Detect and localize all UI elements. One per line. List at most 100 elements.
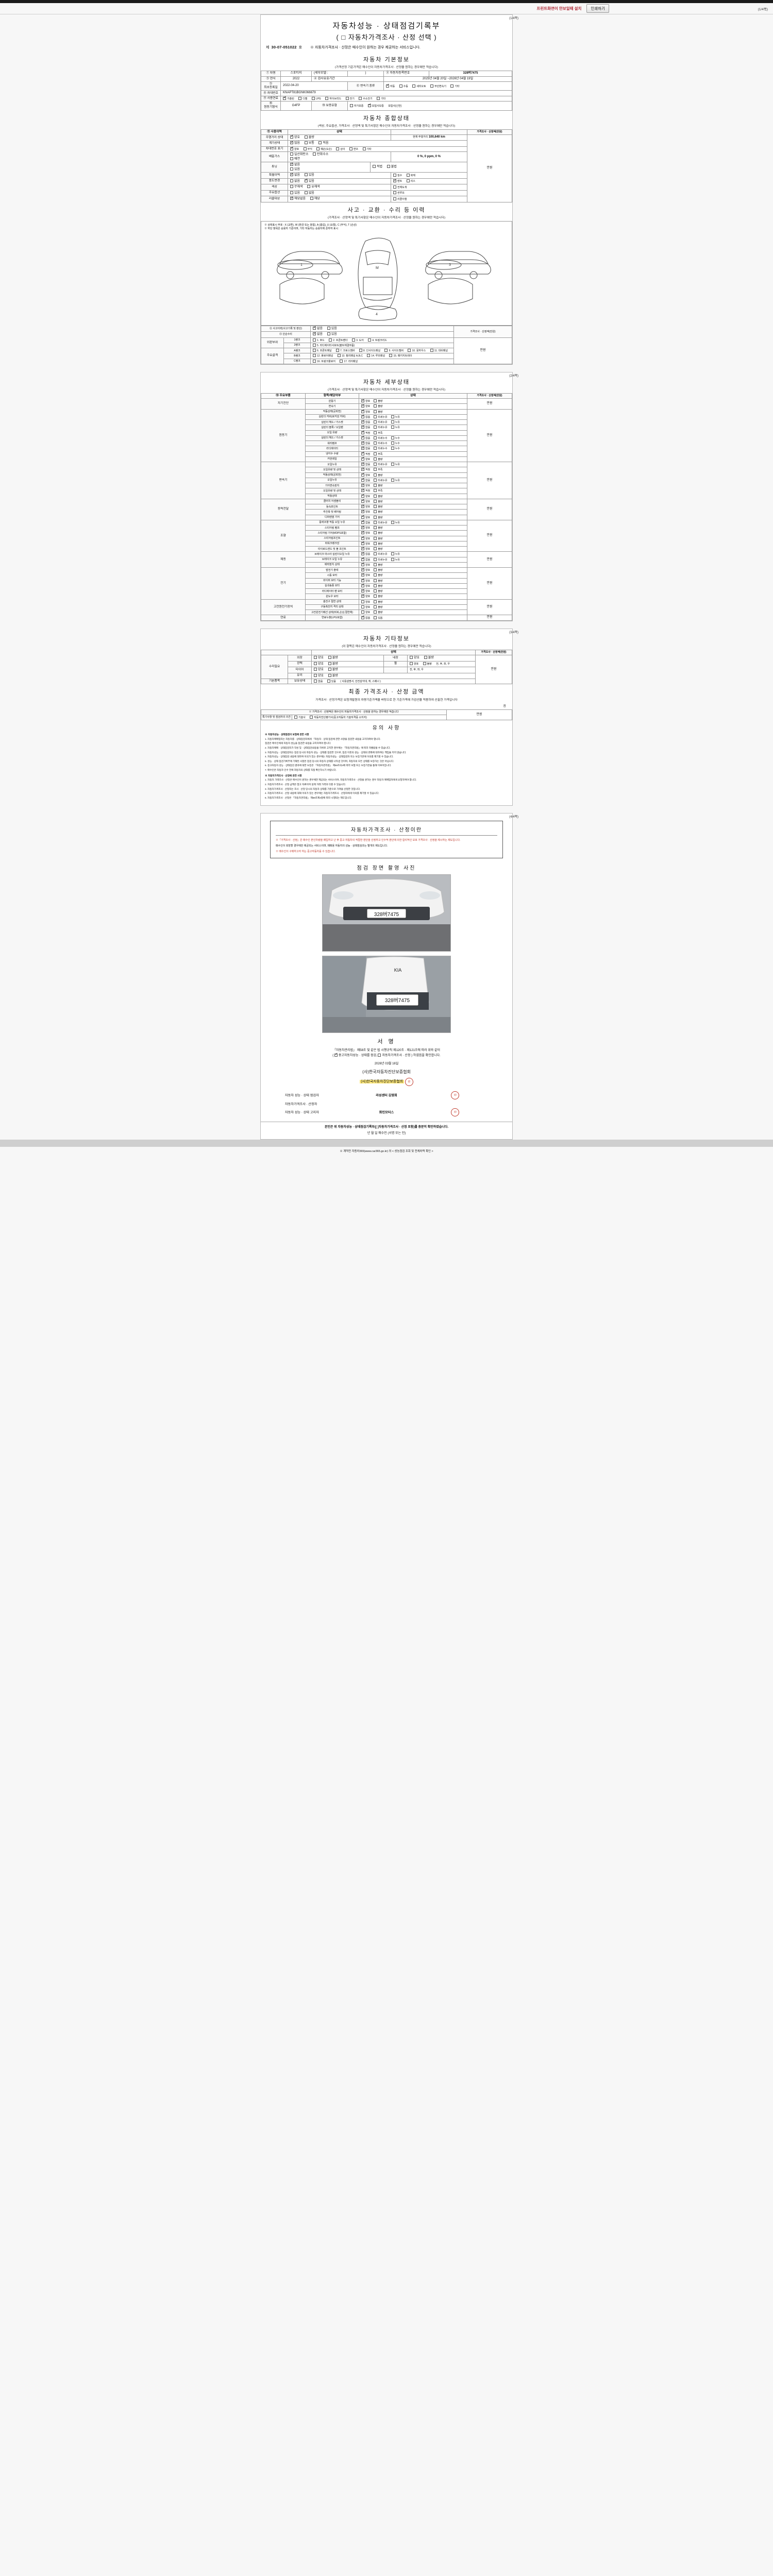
opt-fire[interactable]: 화재 bbox=[406, 173, 415, 177]
option-1[interactable]: 불량 bbox=[374, 547, 382, 551]
checkbox-icon[interactable] bbox=[327, 680, 330, 683]
option-1[interactable]: 미세누유 bbox=[374, 426, 388, 429]
option-1[interactable]: 불량 bbox=[374, 404, 382, 408]
option-1[interactable]: 미세누유 bbox=[374, 415, 388, 419]
opt-legal[interactable]: 적법 bbox=[373, 165, 382, 170]
option-0[interactable]: 양호 bbox=[361, 499, 370, 503]
option-0[interactable]: 없음 bbox=[361, 435, 370, 440]
checkbox-icon[interactable] bbox=[313, 349, 316, 352]
checkbox-icon[interactable] bbox=[374, 415, 377, 418]
opt-glass-bad[interactable]: 불량 bbox=[328, 673, 338, 679]
option-1[interactable]: 불량 bbox=[374, 510, 382, 514]
fuel-hybrid[interactable]: 하이브리드 bbox=[325, 96, 341, 100]
option-1[interactable]: 미세누유 bbox=[374, 557, 388, 562]
checkbox-icon[interactable] bbox=[362, 147, 366, 150]
checkbox-icon[interactable] bbox=[361, 467, 365, 471]
opt-many[interactable]: 많음 bbox=[290, 141, 300, 146]
option-0[interactable]: 없음 bbox=[361, 520, 370, 524]
checkbox-icon[interactable] bbox=[406, 173, 410, 177]
checkbox-icon[interactable] bbox=[374, 536, 377, 540]
checkbox-icon[interactable] bbox=[361, 536, 365, 540]
opt-side-member[interactable]: 9. 사이드멤버 bbox=[384, 349, 404, 352]
checkbox-icon[interactable] bbox=[374, 473, 377, 477]
option-1[interactable]: 불량 bbox=[374, 579, 382, 583]
checkbox-icon[interactable] bbox=[361, 456, 365, 461]
checkbox-icon[interactable] bbox=[304, 178, 308, 182]
opt-use-yes[interactable]: 있음 bbox=[304, 178, 314, 184]
checkbox-icon[interactable] bbox=[367, 354, 371, 358]
option-1[interactable]: 부족 bbox=[374, 468, 382, 471]
checkbox-icon[interactable] bbox=[310, 197, 313, 200]
fuel-ev[interactable]: 전기 bbox=[345, 96, 355, 100]
checkbox-icon[interactable] bbox=[399, 84, 402, 88]
opt-special-yes[interactable]: 있음 bbox=[304, 173, 314, 178]
fuel-lpg[interactable]: LPG bbox=[311, 96, 321, 100]
checkbox-icon[interactable] bbox=[374, 404, 377, 408]
option-1[interactable]: 부족 bbox=[374, 489, 382, 493]
opt-illegal[interactable]: 불법 bbox=[386, 165, 397, 170]
option-0[interactable]: 없음 bbox=[361, 441, 370, 445]
opt-door[interactable]: 3. 도어 bbox=[352, 338, 364, 342]
checkbox-icon[interactable] bbox=[313, 343, 316, 347]
checkbox-icon[interactable] bbox=[374, 541, 377, 545]
checkbox-icon[interactable] bbox=[374, 616, 377, 619]
option-0[interactable]: 양호 bbox=[361, 483, 370, 487]
checkbox-icon[interactable] bbox=[374, 447, 377, 450]
checkbox-icon[interactable] bbox=[391, 463, 394, 466]
checkbox-icon[interactable] bbox=[374, 515, 377, 519]
opt-pos-none[interactable]: 없음 bbox=[314, 680, 323, 683]
checkbox-icon[interactable] bbox=[361, 446, 365, 450]
checkbox-icon[interactable] bbox=[393, 173, 397, 177]
checkbox-icon[interactable] bbox=[290, 179, 293, 182]
checkbox-icon[interactable] bbox=[314, 668, 317, 671]
checkbox-icon[interactable] bbox=[361, 515, 365, 519]
option-0[interactable]: 양호 bbox=[361, 583, 370, 588]
checkbox-icon[interactable] bbox=[374, 452, 377, 455]
opt-vin-altered[interactable]: 변조 bbox=[349, 147, 358, 151]
checkbox-icon[interactable] bbox=[374, 589, 377, 593]
checkbox-icon[interactable] bbox=[374, 436, 377, 439]
opt-pol-bad[interactable]: 불량 bbox=[328, 662, 338, 667]
opt-wheel-house[interactable]: 10. 휠하우스 bbox=[408, 349, 426, 352]
checkbox-icon[interactable] bbox=[336, 147, 340, 150]
checkbox-icon[interactable] bbox=[374, 568, 377, 572]
option-0[interactable]: 양호 bbox=[361, 526, 370, 530]
checkbox-icon[interactable] bbox=[361, 409, 365, 413]
checkbox-icon[interactable] bbox=[361, 547, 365, 551]
option-0[interactable]: 양호 bbox=[361, 472, 370, 477]
checkbox-icon[interactable] bbox=[367, 103, 372, 107]
opt-trunk-floor[interactable]: 16. 트렁크플로어 bbox=[313, 359, 335, 363]
checkbox-icon[interactable] bbox=[374, 573, 377, 577]
checkbox-icon[interactable] bbox=[361, 605, 364, 608]
option-2[interactable]: 누수 bbox=[391, 447, 400, 450]
option-1[interactable]: 불량 bbox=[374, 568, 382, 572]
opt-recall-na[interactable]: 해당없음 bbox=[290, 196, 306, 201]
opt-few[interactable]: 적음 bbox=[318, 141, 328, 146]
opt-pol-good[interactable]: 양호 bbox=[314, 662, 324, 667]
opt-smoke[interactable]: 매연 bbox=[290, 157, 300, 162]
option-0[interactable]: 없음 bbox=[361, 446, 370, 450]
checkbox-icon[interactable] bbox=[361, 425, 365, 429]
checkbox-icon[interactable] bbox=[361, 441, 365, 445]
opt-frame-none[interactable]: 없음 bbox=[313, 326, 323, 331]
checkbox-icon[interactable] bbox=[361, 420, 365, 424]
checkbox-icon[interactable] bbox=[290, 141, 294, 145]
option-0[interactable]: 없음 bbox=[361, 420, 370, 424]
option-2[interactable]: 누수 bbox=[391, 442, 400, 445]
option-2[interactable]: 누유 bbox=[391, 552, 400, 556]
checkbox-icon[interactable] bbox=[361, 472, 365, 477]
option-0[interactable]: 양호 bbox=[361, 562, 370, 567]
checkbox-icon[interactable] bbox=[391, 447, 394, 450]
checkbox-icon[interactable] bbox=[391, 478, 394, 482]
checkbox-icon[interactable] bbox=[361, 615, 365, 619]
checkbox-icon[interactable] bbox=[361, 541, 365, 545]
checkbox-icon[interactable] bbox=[373, 165, 376, 168]
checkbox-icon[interactable] bbox=[391, 552, 394, 556]
checkbox-icon[interactable] bbox=[318, 141, 322, 145]
option-0[interactable]: 적정 bbox=[361, 430, 370, 435]
checkbox-icon[interactable] bbox=[304, 141, 308, 145]
opt-simple-yes[interactable]: 있음 bbox=[327, 332, 337, 337]
opt-recall-yes[interactable]: 해당 bbox=[310, 197, 320, 201]
checkbox-icon[interactable] bbox=[361, 552, 365, 556]
print-button[interactable]: 인쇄하기 bbox=[586, 4, 609, 13]
